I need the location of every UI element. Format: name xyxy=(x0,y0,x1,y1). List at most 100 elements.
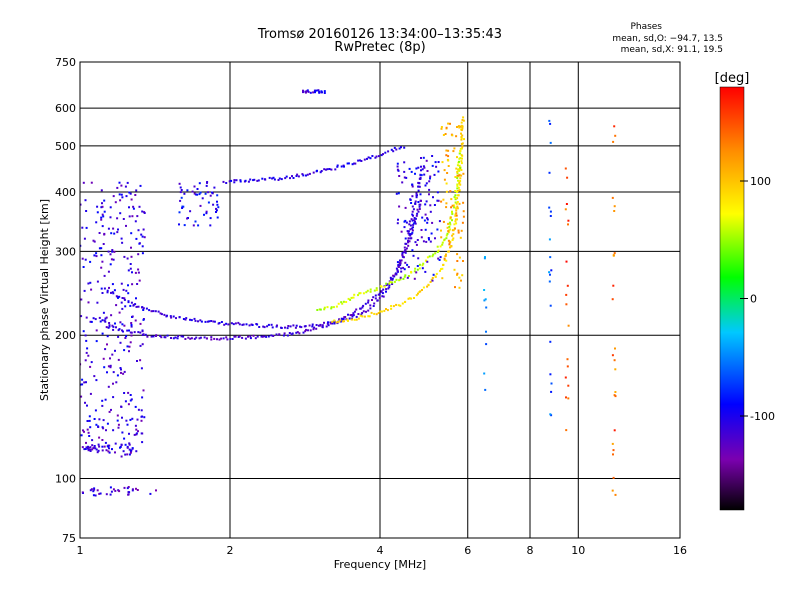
data-point xyxy=(189,337,192,340)
data-point xyxy=(402,277,405,280)
data-point xyxy=(404,301,406,303)
data-point xyxy=(455,207,458,210)
data-point xyxy=(220,321,223,323)
data-point xyxy=(426,221,429,224)
data-point xyxy=(116,374,119,377)
data-point xyxy=(138,279,141,282)
data-point xyxy=(253,178,256,181)
data-point xyxy=(115,381,118,384)
data-point xyxy=(443,259,446,261)
data-point xyxy=(129,451,132,454)
data-point xyxy=(140,367,143,370)
data-point xyxy=(319,171,322,174)
data-point xyxy=(179,191,182,194)
data-point xyxy=(548,280,551,283)
data-point xyxy=(92,494,95,497)
data-point xyxy=(136,489,139,491)
data-point xyxy=(129,341,132,344)
data-point xyxy=(613,429,616,432)
data-point xyxy=(371,299,373,301)
data-point xyxy=(550,390,553,393)
data-point xyxy=(424,270,427,273)
data-point xyxy=(406,276,409,279)
data-point xyxy=(105,493,108,496)
data-point xyxy=(431,221,434,224)
data-point xyxy=(420,157,422,159)
data-point xyxy=(406,263,409,266)
data-point xyxy=(339,319,342,322)
data-point xyxy=(180,335,183,338)
data-point xyxy=(388,282,391,285)
data-point xyxy=(278,177,281,180)
data-point xyxy=(100,247,103,250)
data-point xyxy=(196,188,199,190)
data-point xyxy=(130,334,133,337)
data-point xyxy=(453,268,456,271)
data-point xyxy=(86,347,89,350)
data-point xyxy=(323,168,326,171)
data-point xyxy=(132,205,135,208)
data-point xyxy=(399,304,402,307)
data-point xyxy=(131,271,133,274)
data-point xyxy=(550,269,553,272)
data-point xyxy=(181,207,184,209)
data-point xyxy=(131,215,134,218)
data-point xyxy=(92,490,95,493)
data-point xyxy=(377,312,380,314)
data-point xyxy=(440,236,443,239)
data-point xyxy=(194,220,197,223)
data-point xyxy=(548,206,551,209)
data-point xyxy=(307,329,309,332)
data-point xyxy=(459,180,462,182)
data-point xyxy=(277,179,280,181)
data-point xyxy=(127,391,130,394)
data-point xyxy=(111,448,113,451)
data-point xyxy=(407,241,410,244)
data-point xyxy=(294,326,297,329)
data-point xyxy=(137,229,140,232)
axis-ticks: 1 2 4 6 8 10 16 75 100 200 300 400 500 600 750 Frequenc… xyxy=(38,56,687,571)
data-point xyxy=(407,232,410,235)
data-point xyxy=(330,306,333,309)
data-point xyxy=(442,220,445,223)
data-point xyxy=(96,280,99,283)
data-point xyxy=(380,290,383,293)
data-point xyxy=(103,366,106,369)
data-point xyxy=(396,165,399,168)
data-point xyxy=(180,196,183,199)
data-point xyxy=(230,322,233,325)
data-point xyxy=(196,193,199,196)
data-point xyxy=(452,237,455,240)
data-point xyxy=(286,334,289,337)
data-point xyxy=(95,448,98,451)
data-point xyxy=(457,125,460,128)
data-point xyxy=(299,325,301,328)
data-point xyxy=(410,237,413,240)
data-point xyxy=(182,318,185,320)
data-point xyxy=(410,202,413,204)
data-point xyxy=(379,310,382,313)
data-point xyxy=(423,166,426,169)
data-point xyxy=(395,278,398,281)
data-point xyxy=(417,201,420,203)
data-point xyxy=(135,305,138,308)
data-point xyxy=(137,305,140,308)
data-point xyxy=(455,212,458,215)
data-point xyxy=(330,322,333,325)
data-point xyxy=(80,395,83,398)
data-point xyxy=(98,316,101,319)
data-point xyxy=(189,318,191,321)
data-point xyxy=(152,335,155,338)
data-point xyxy=(107,250,110,253)
data-point xyxy=(178,223,180,226)
data-point xyxy=(396,269,399,272)
data-point xyxy=(348,317,351,320)
data-point xyxy=(443,178,446,181)
data-point xyxy=(392,305,395,308)
data-point xyxy=(263,335,266,338)
data-point xyxy=(185,317,188,320)
data-point xyxy=(436,191,439,194)
data-point xyxy=(359,292,362,295)
data-point xyxy=(131,488,134,491)
data-point xyxy=(400,259,403,262)
